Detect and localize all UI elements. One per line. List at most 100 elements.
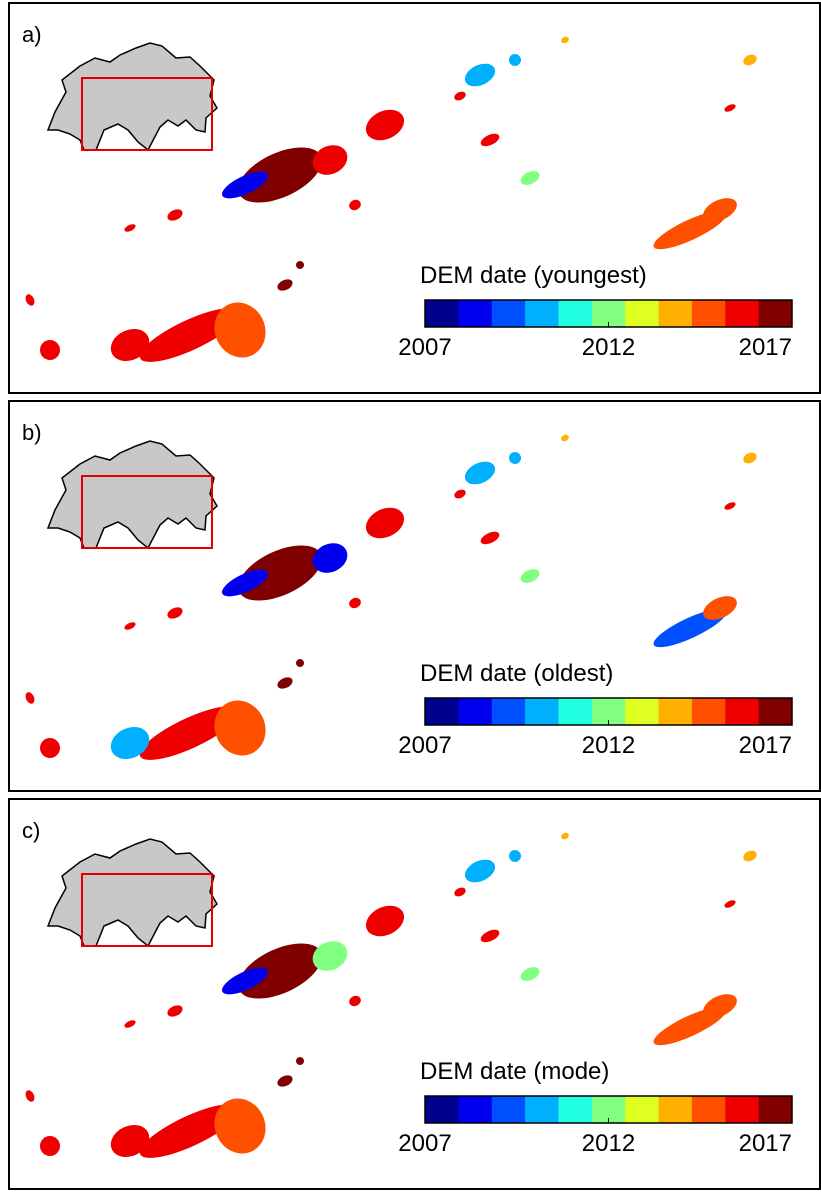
switzerland-inset	[46, 838, 218, 948]
colorbar-swatch	[625, 1096, 660, 1123]
colorbar-swatch	[558, 1096, 593, 1123]
glacier	[703, 994, 737, 1018]
map-panel: b) DEM date (oldest) 2007 2012 2017	[8, 400, 821, 792]
colorbar-swatch	[491, 698, 526, 725]
colorbar-title: DEM date (oldest)	[420, 660, 613, 687]
glacier	[349, 597, 361, 609]
study-area-box	[81, 77, 213, 151]
glacier	[520, 569, 540, 583]
glacier	[454, 91, 466, 101]
glacier	[25, 294, 35, 306]
colorbar-tick-label: 2012	[582, 1130, 635, 1157]
colorbar-title: DEM date (mode)	[420, 1058, 609, 1085]
glacier	[464, 63, 496, 87]
glacier	[312, 941, 348, 971]
panel-label: a)	[22, 22, 42, 47]
colorbar-swatch	[458, 300, 493, 327]
colorbar-tick-label: 2017	[739, 732, 792, 759]
colorbar-swatch	[758, 300, 793, 327]
panel-label: c)	[22, 818, 40, 843]
glacier	[238, 545, 322, 601]
glacier	[743, 54, 757, 66]
glacier	[480, 133, 500, 147]
colorbar-tick-label: 2007	[398, 1130, 451, 1157]
glacier	[561, 434, 569, 442]
switzerland-inset	[46, 42, 218, 152]
glacier	[509, 850, 521, 862]
colorbar-title: DEM date (youngest)	[420, 262, 647, 289]
glacier	[238, 147, 322, 203]
glacier	[480, 531, 500, 545]
glacier	[167, 1005, 183, 1017]
colorbar-tick-label: 2012	[582, 334, 635, 361]
glacier	[520, 171, 540, 185]
glacier	[222, 171, 268, 199]
glacier	[222, 569, 268, 597]
colorbar-swatch	[691, 300, 726, 327]
glacier	[296, 1057, 304, 1065]
glacier	[703, 596, 737, 620]
glacier	[40, 1136, 60, 1156]
colorbar-swatch	[625, 300, 660, 327]
glacier	[743, 850, 757, 862]
glacier	[349, 995, 361, 1007]
glacier	[40, 340, 60, 360]
glacier	[124, 224, 136, 232]
glacier	[40, 738, 60, 758]
glacier	[277, 279, 293, 291]
colorbar-swatch	[558, 300, 593, 327]
glacier	[110, 1124, 150, 1158]
glacier	[464, 859, 496, 883]
glacier	[561, 832, 569, 840]
glacier	[349, 199, 361, 211]
glacier	[509, 54, 521, 66]
glacier	[312, 543, 348, 573]
glacier	[724, 900, 736, 908]
colorbar-swatch	[458, 1096, 493, 1123]
colorbar-swatch	[725, 698, 760, 725]
map-panel: a) DEM date (youngest) 2007 2012 2017	[8, 2, 821, 394]
glacier	[312, 145, 348, 175]
colorbar-swatch	[658, 698, 693, 725]
colorbar-tick-label: 2012	[582, 732, 635, 759]
colorbar-swatch	[491, 300, 526, 327]
glacier	[703, 198, 737, 222]
switzerland-inset	[46, 440, 218, 550]
colorbar-swatch	[458, 698, 493, 725]
glacier	[365, 507, 405, 539]
colorbar-swatch	[725, 300, 760, 327]
study-area-box	[81, 873, 213, 947]
colorbar-tick-label: 2017	[739, 334, 792, 361]
glacier	[365, 109, 405, 141]
colorbar-swatch	[625, 698, 660, 725]
glacier	[110, 726, 150, 760]
colorbar-tick-label: 2007	[398, 334, 451, 361]
glacier	[520, 967, 540, 981]
glacier	[561, 36, 569, 44]
glacier	[464, 461, 496, 485]
study-area-box	[81, 475, 213, 549]
glacier	[238, 943, 322, 999]
glacier	[296, 261, 304, 269]
glacier	[167, 607, 183, 619]
glacier	[214, 700, 266, 756]
colorbar-swatch	[758, 1096, 793, 1123]
glacier	[25, 692, 35, 704]
glacier	[509, 452, 521, 464]
map-panel: c) DEM date (mode) 2007 2012 2017	[8, 798, 821, 1190]
glacier	[743, 452, 757, 464]
colorbar-swatch	[525, 300, 559, 327]
glacier	[124, 1020, 136, 1028]
colorbar-swatch	[658, 300, 693, 327]
glacier	[454, 489, 466, 499]
glacier	[724, 502, 736, 510]
colorbar-swatch	[691, 698, 726, 725]
glacier	[110, 328, 150, 362]
colorbar-swatch	[491, 1096, 526, 1123]
glacier	[365, 905, 405, 937]
colorbar-tick-label: 2007	[398, 732, 451, 759]
colorbar-swatch	[758, 698, 793, 725]
colorbar-swatch	[525, 1096, 559, 1123]
colorbar-swatch	[658, 1096, 693, 1123]
